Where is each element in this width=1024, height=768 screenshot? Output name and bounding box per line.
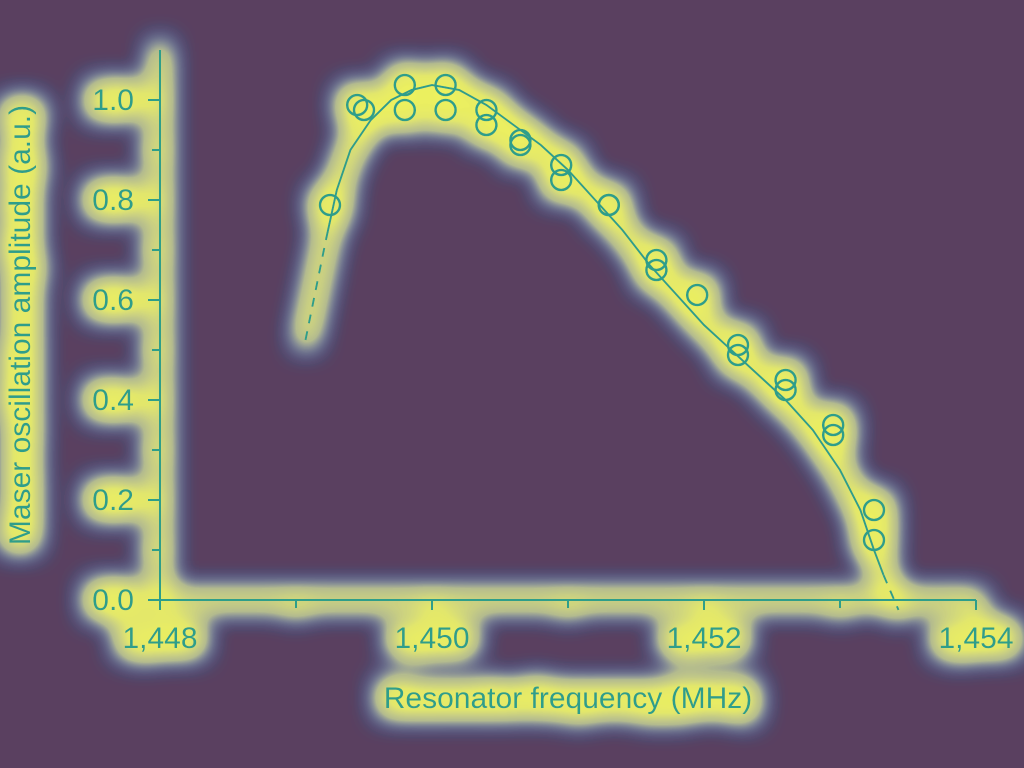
- data-point: [862, 528, 886, 552]
- x-tick-label: 1,450: [394, 622, 469, 655]
- data-point: [726, 343, 750, 367]
- fit-curve-extrapolation: [304, 239, 327, 341]
- y-tick-label: 0.0: [92, 584, 134, 617]
- data-point: [434, 98, 457, 122]
- data-point: [821, 423, 845, 447]
- data-point: [821, 413, 845, 437]
- y-tick-label: 0.2: [92, 484, 134, 517]
- y-tick-label: 0.4: [92, 384, 134, 417]
- data-point: [509, 133, 532, 157]
- x-tick-label: 1,448: [122, 622, 197, 655]
- data-point: [774, 378, 797, 402]
- data-point: [685, 283, 709, 307]
- y-tick-label: 1.0: [92, 84, 134, 117]
- data-point: [318, 193, 342, 217]
- x-ticks: 1,448 1,450 1,452 1,454: [122, 600, 1014, 655]
- data-point: [726, 333, 750, 357]
- data-point: [549, 153, 573, 177]
- y-tick-label: 0.8: [92, 184, 134, 217]
- data-point: [862, 498, 886, 522]
- x-tick-label: 1,452: [666, 622, 741, 655]
- data-point: [352, 98, 376, 122]
- fit-curve-extrapolation: [882, 574, 900, 611]
- data-point: [645, 248, 668, 272]
- data-point: [345, 93, 369, 117]
- data-point: [393, 73, 417, 97]
- y-tick-label: 0.6: [92, 284, 134, 317]
- data-point: [475, 98, 498, 122]
- y-axis-label: Maser oscillation amplitude (a.u.): [4, 105, 37, 545]
- data-point: [475, 113, 498, 137]
- x-tick-label: 1,454: [938, 622, 1013, 655]
- series-layer: [304, 73, 900, 611]
- fit-curve: [324, 83, 885, 576]
- data-point: [645, 258, 668, 282]
- data-point: [549, 168, 573, 192]
- data-point: [393, 98, 417, 122]
- x-axis-label: Resonator frequency (MHz): [384, 682, 752, 715]
- axes: 1,448 1,450 1,452 1,454 0.0 0.2 0.4 0.6 0.8 1.0: [92, 50, 1014, 655]
- data-point: [597, 193, 621, 217]
- data-point: [774, 368, 797, 392]
- y-ticks: 0.0 0.2 0.4 0.6 0.8 1.0: [92, 84, 160, 617]
- data-point: [434, 73, 457, 97]
- chart-content: 1,448 1,450 1,452 1,454 0.00.20.40.60.81.0 …: [4, 50, 1014, 715]
